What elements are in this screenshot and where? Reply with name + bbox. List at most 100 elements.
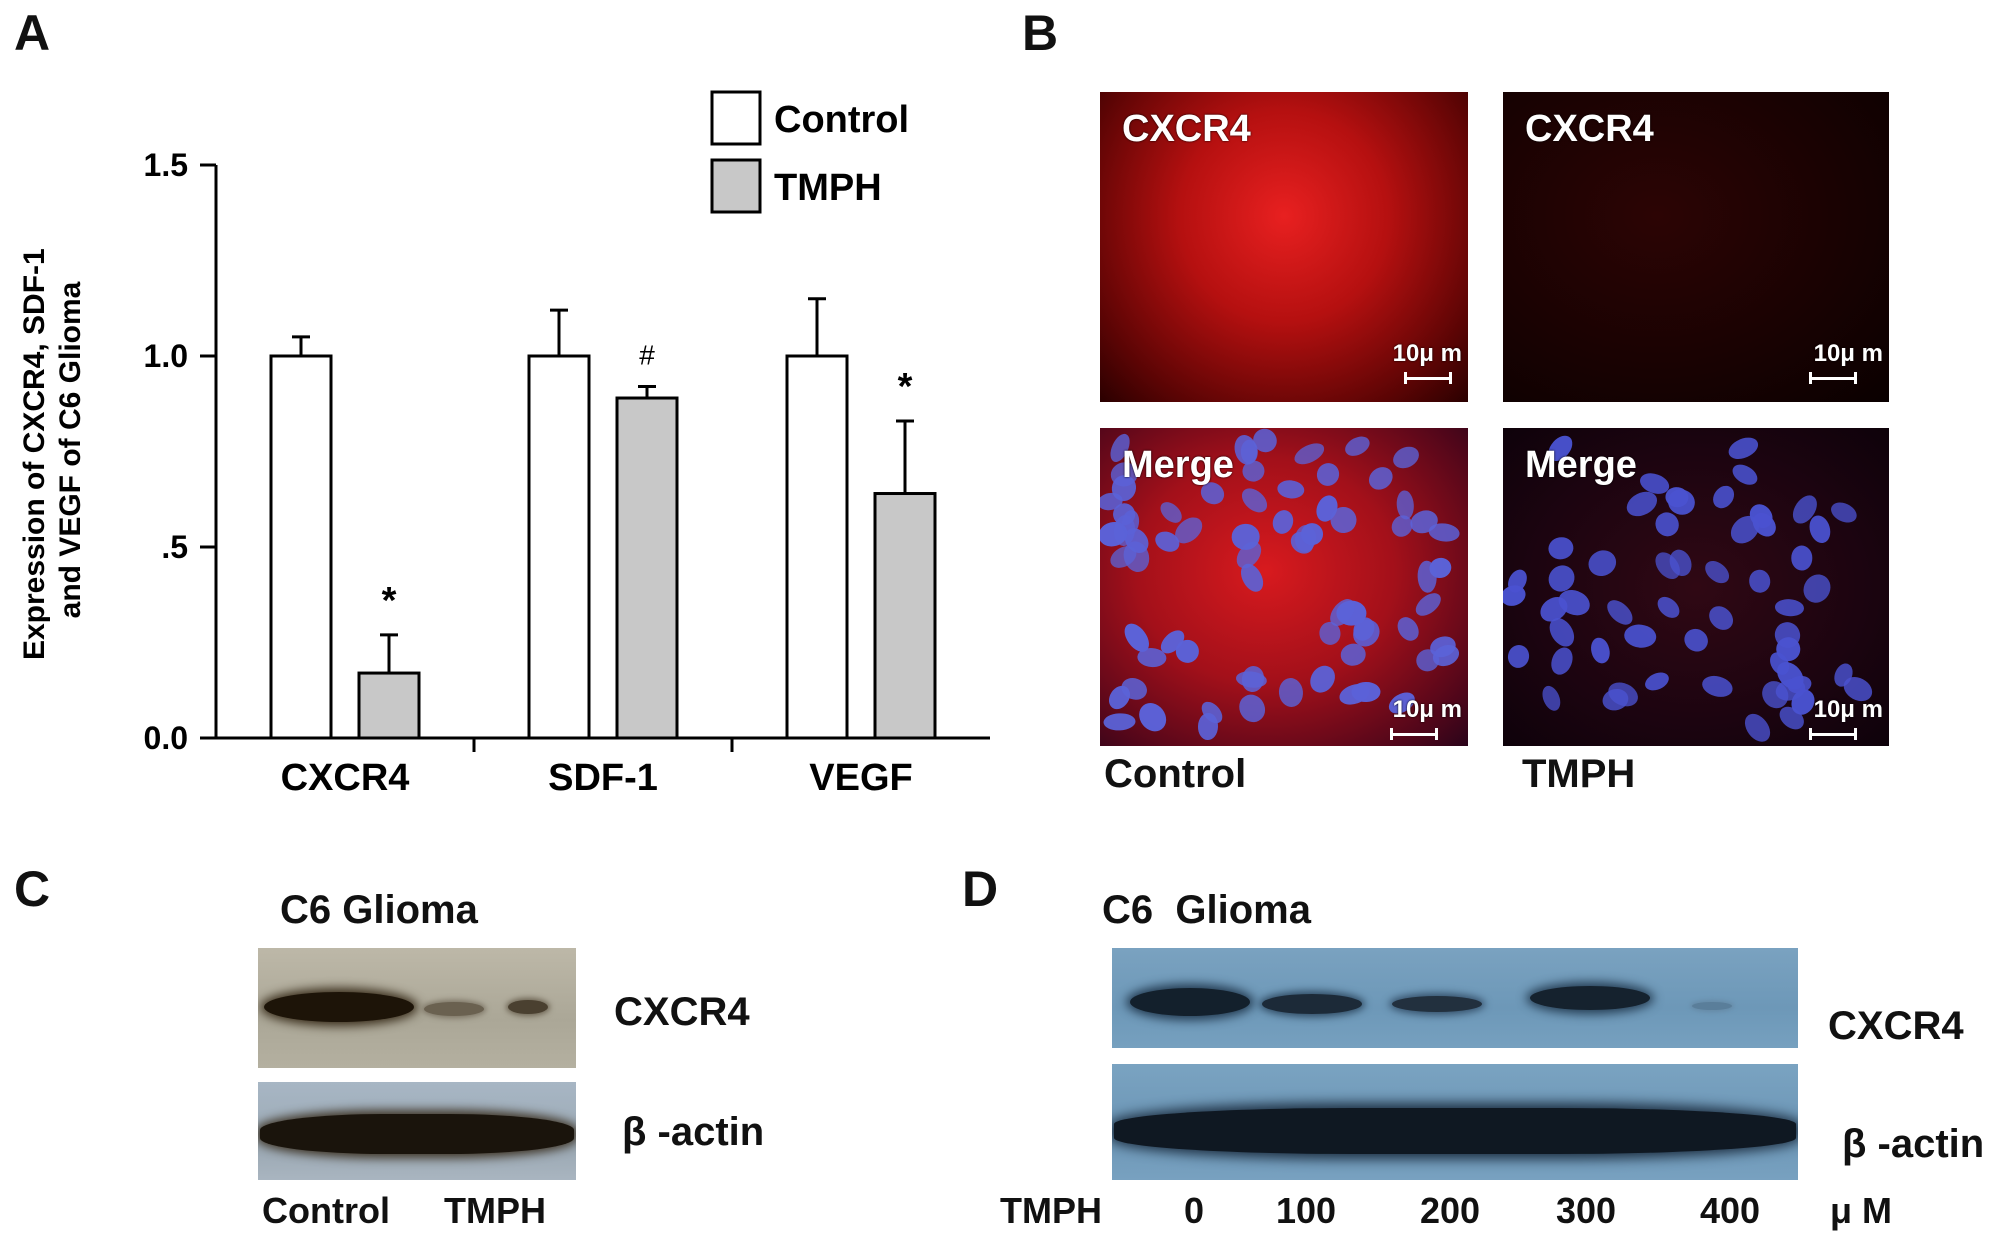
band <box>508 1000 548 1014</box>
blot-d-actin <box>1112 1064 1798 1180</box>
x-axis: CXCR4 SDF-1 VEGF <box>216 736 990 799</box>
panel-c-title: C6 Glioma <box>280 888 478 932</box>
cell-nucleus <box>1312 459 1343 490</box>
blot-d-lane-300: 300 <box>1556 1190 1617 1231</box>
x-tick-label: VEGF <box>809 757 912 799</box>
cell-nucleus <box>1653 592 1684 623</box>
cell-nucleus <box>1740 708 1776 746</box>
cell-nucleus <box>1700 557 1733 589</box>
cell-nucleus <box>1547 535 1576 562</box>
blot-d-unit: μ M <box>1830 1190 1893 1231</box>
micrograph-label-control: Control <box>1104 752 1247 796</box>
cell-nucleus <box>1269 507 1297 537</box>
cell-nucleus <box>1828 498 1861 526</box>
bar-chart: Expression of CXCR4, SDF-1 and VEGF of C… <box>18 90 990 799</box>
band <box>264 992 414 1022</box>
panel-d-title: C6 Glioma <box>1102 888 1311 932</box>
band <box>1130 988 1250 1016</box>
cell-nucleus <box>1725 433 1762 464</box>
band <box>260 1114 574 1154</box>
panel-letter-b: B <box>1022 5 1059 61</box>
cell-nucleus <box>1304 661 1340 698</box>
cell-nucleus <box>1427 521 1461 544</box>
scale-bar-label: 10μ m <box>1392 340 1462 367</box>
scale-bar-label: 10μ m <box>1813 696 1883 723</box>
cell-nucleus <box>1103 712 1136 731</box>
cell-nucleus <box>1747 568 1772 595</box>
blot-d-label-actin: β -actin <box>1842 1122 1985 1166</box>
blot-d-lane-200: 200 <box>1420 1190 1481 1231</box>
blot-c-cxcr4 <box>258 948 576 1068</box>
cell-nucleus <box>1364 462 1398 495</box>
micrograph-title: Merge <box>1525 444 1637 486</box>
y-tick-label: 0.0 <box>144 720 188 756</box>
cell-nucleus <box>1547 644 1577 678</box>
cell-nucleus <box>1389 442 1423 473</box>
x-tick-label: SDF-1 <box>548 757 658 799</box>
band <box>1392 996 1482 1012</box>
y-tick-label: 1.0 <box>144 338 188 374</box>
panel-letter-a: A <box>14 5 51 61</box>
cell-nucleus <box>1704 602 1738 635</box>
cell-nucleus <box>1790 545 1813 571</box>
bar <box>785 354 849 740</box>
cell-nucleus <box>1728 459 1761 489</box>
cell-nucleus <box>1642 669 1672 694</box>
micrograph-tmph-merge: Merge 10μ m <box>1503 428 1889 746</box>
cell-nucleus <box>1506 642 1532 670</box>
panel-letter-d: D <box>962 861 999 917</box>
band <box>1692 1002 1732 1010</box>
cell-nucleus <box>1412 588 1445 620</box>
band <box>1530 986 1650 1010</box>
cell-nucleus <box>1623 622 1658 650</box>
cell-nucleus <box>1276 479 1306 500</box>
bar <box>269 354 333 740</box>
blot-d-lane-100: 100 <box>1276 1190 1337 1231</box>
bar <box>527 354 591 740</box>
cell-nucleus <box>1133 697 1172 737</box>
blot-c-lane-tmph: TMPH <box>444 1190 546 1231</box>
blot-c-label-cxcr4: CXCR4 <box>614 990 750 1034</box>
cell-nucleus <box>1237 483 1272 518</box>
significance-marker: * <box>898 366 913 408</box>
cell-nucleus <box>1277 676 1305 708</box>
legend-swatch <box>710 90 762 146</box>
scale-bar <box>1404 372 1452 384</box>
cell-nucleus <box>1587 636 1613 666</box>
micrograph-tmph-cxcr4: CXCR4 10μ m <box>1503 92 1889 402</box>
significance-marker: # <box>639 340 655 371</box>
blot-d-label-cxcr4: CXCR4 <box>1828 1004 1964 1048</box>
blot-d-lane-prefix: TMPH <box>1000 1190 1102 1231</box>
bar <box>615 396 679 740</box>
cell-nucleus <box>1774 598 1805 617</box>
cell-nucleus <box>1393 612 1424 644</box>
scale-bar <box>1809 728 1857 740</box>
micrograph-label-tmph: TMPH <box>1522 752 1636 796</box>
y-tick-label: 1.5 <box>144 147 188 183</box>
cell-nucleus <box>1699 672 1735 701</box>
legend-label: TMPH <box>774 167 882 209</box>
legend-label: Control <box>774 99 909 141</box>
bar <box>873 492 937 740</box>
panel-letter-c: C <box>14 861 51 917</box>
bars: * # * <box>269 297 937 740</box>
cell-nucleus <box>1330 505 1358 534</box>
scale-bar-label: 10μ m <box>1813 340 1883 367</box>
y-axis-label-line2: and VEGF of C6 Glioma <box>54 281 87 618</box>
blot-c-actin <box>258 1082 576 1180</box>
band <box>424 1002 484 1016</box>
cell-nucleus <box>1798 569 1836 608</box>
cell-nucleus <box>1679 624 1713 656</box>
micrograph-title: CXCR4 <box>1122 108 1251 150</box>
cell-nucleus <box>1583 545 1620 580</box>
y-axis-label-line1: Expression of CXCR4, SDF-1 <box>18 248 51 660</box>
blot-c-label-actin: β -actin <box>622 1110 765 1154</box>
y-tick-label: .5 <box>161 529 188 565</box>
bar <box>357 671 421 740</box>
micrograph-title: CXCR4 <box>1525 108 1654 150</box>
scale-bar-label: 10μ m <box>1392 696 1462 723</box>
micrograph-title: Merge <box>1122 444 1234 486</box>
cell-nucleus <box>1341 432 1373 460</box>
scale-bar <box>1390 728 1438 740</box>
scale-bar <box>1809 372 1857 384</box>
